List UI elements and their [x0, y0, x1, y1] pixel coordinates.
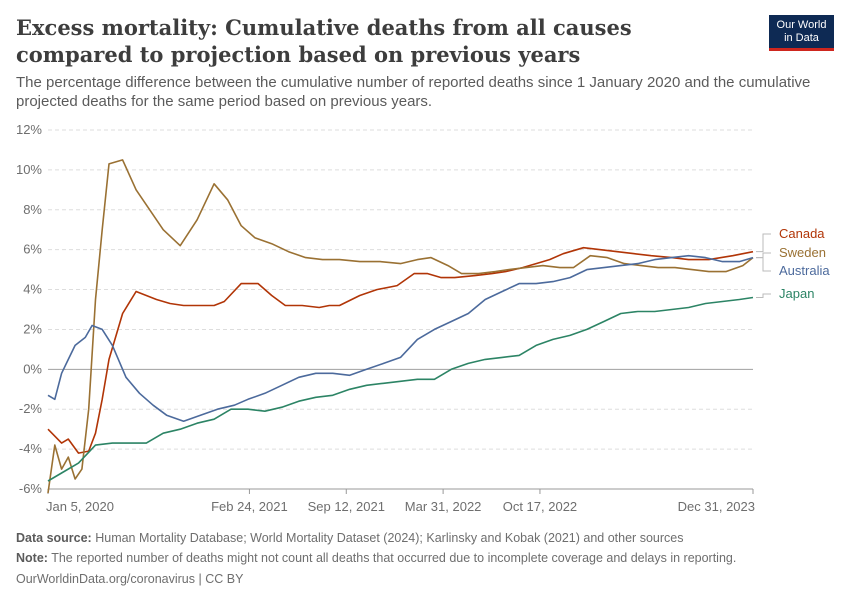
y-tick-label: -2%: [19, 401, 43, 416]
series-line-canada: [47, 246, 754, 454]
footer-source: Data source: Human Mortality Database; W…: [16, 530, 836, 546]
label-connector: [756, 233, 771, 253]
logo-line-2: in Data: [784, 32, 819, 44]
note-label: Note:: [16, 551, 48, 565]
chart-title: Excess mortality: Cumulative deaths from…: [16, 15, 632, 67]
series-label-sweden: Sweden: [779, 245, 826, 260]
footer-note: Note: The reported number of deaths migh…: [16, 550, 836, 566]
series-line-sweden: [47, 159, 754, 494]
series-line-japan: [47, 296, 754, 482]
owid-logo[interactable]: Our World in Data: [769, 15, 834, 51]
y-tick-label: -4%: [19, 441, 43, 456]
x-tick-label: Oct 17, 2022: [503, 499, 577, 514]
x-tick-label: Feb 24, 2021: [211, 499, 288, 514]
grid-lines: [48, 129, 753, 490]
line-chart: -6% -4% -2% 0% 2% 4% 6% 8% 10% 12% Jan 5, 2020 Feb…: [16, 122, 830, 514]
x-tick-label: Jan 5, 2020: [46, 499, 114, 514]
chart-subtitle: The percentage difference between the cu…: [16, 74, 811, 110]
series-label-australia: Australia: [779, 263, 830, 278]
source-label: Data source:: [16, 531, 92, 545]
series-label-canada: Canada: [779, 226, 825, 241]
x-tick-label: Sep 12, 2021: [308, 499, 385, 514]
x-tick-label: Dec 31, 2023: [678, 499, 755, 514]
x-axis-ticks: Jan 5, 2020 Feb 24, 2021 Sep 12, 2021 Mar 3…: [46, 488, 755, 514]
y-tick-label: -6%: [19, 481, 43, 496]
y-tick-label: 0%: [23, 361, 42, 376]
series-line-australia: [47, 254, 754, 423]
series-lines: [47, 159, 754, 494]
series-label-japan: Japan: [779, 286, 814, 301]
label-connector: [756, 252, 771, 259]
label-connector: [756, 293, 771, 299]
x-tick-label: Mar 31, 2022: [405, 499, 482, 514]
y-tick-label: 8%: [23, 202, 42, 217]
label-connector: [756, 257, 771, 272]
series-labels: Canada Sweden Australia Japan: [756, 226, 830, 301]
y-tick-label: 4%: [23, 282, 42, 297]
y-tick-label: 12%: [16, 122, 42, 137]
source-text[interactable]: Human Mortality Database; World Mortalit…: [95, 531, 684, 545]
y-tick-label: 10%: [16, 162, 42, 177]
y-axis-ticks: -6% -4% -2% 0% 2% 4% 6% 8% 10% 12%: [16, 122, 42, 496]
logo-accent-bar: [769, 48, 834, 51]
y-tick-label: 6%: [23, 242, 42, 257]
note-text: The reported number of deaths might not …: [51, 551, 737, 565]
logo-line-1: Our World: [776, 19, 827, 31]
y-tick-label: 2%: [23, 321, 42, 336]
footer-license[interactable]: OurWorldinData.org/coronavirus | CC BY: [16, 572, 244, 586]
